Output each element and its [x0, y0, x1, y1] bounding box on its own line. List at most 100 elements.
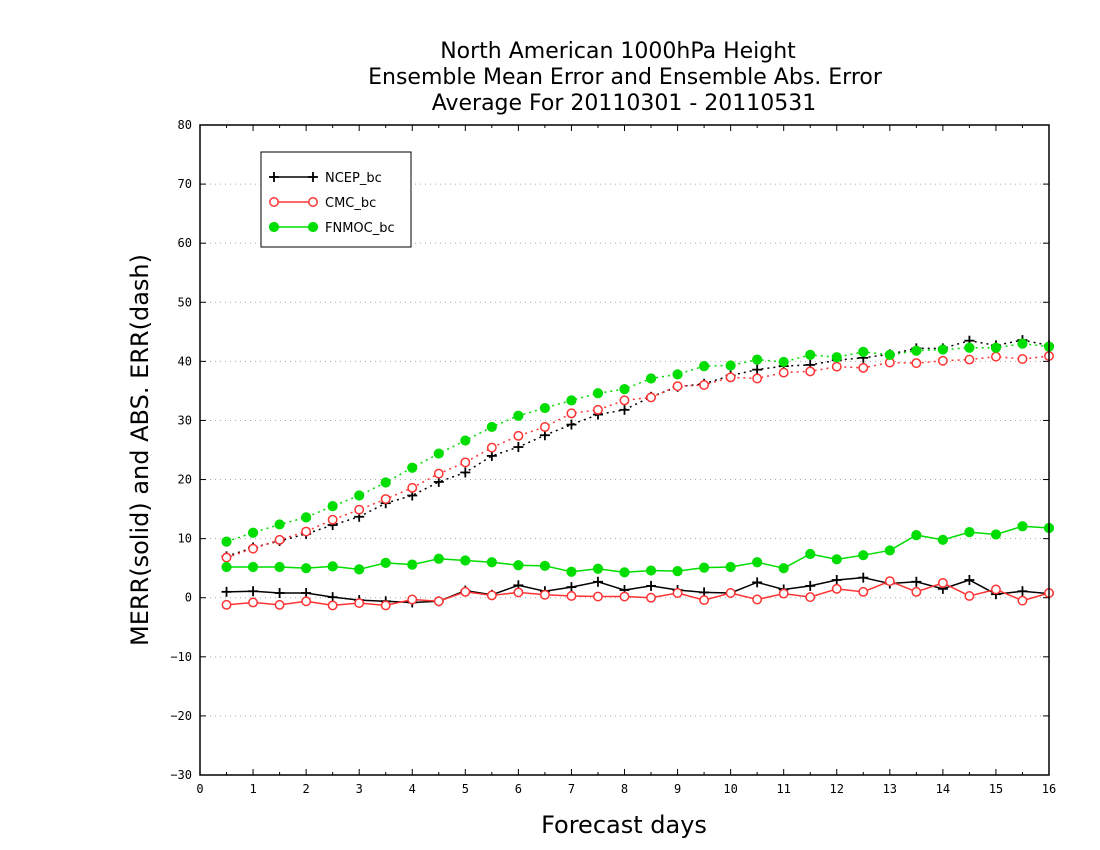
abs-error-point	[407, 482, 418, 493]
mean-error-point	[247, 561, 259, 573]
mean-error-point	[248, 586, 259, 597]
mean-error-point	[778, 563, 789, 574]
mean-error-point	[433, 553, 444, 564]
abs-error-point	[354, 504, 365, 515]
legend-marker	[269, 172, 279, 182]
abs-error-point	[592, 388, 604, 399]
legend-item: CMC_bc	[269, 196, 376, 211]
x-tick-label: 0	[196, 782, 203, 796]
mean-error-point	[407, 594, 418, 605]
y-tick-label: −30	[170, 768, 192, 782]
abs-error-point	[937, 344, 948, 355]
y-tick-label: 30	[178, 413, 192, 427]
abs-error-point	[513, 430, 524, 441]
abs-error-point	[645, 373, 657, 384]
y-tick-label: −10	[170, 650, 192, 664]
x-tick-label: 4	[409, 782, 416, 796]
x-tick-label: 6	[515, 782, 522, 796]
legend-item: FNMOC_bc	[268, 221, 395, 236]
mean-error-point	[566, 591, 577, 601]
mean-error-point	[752, 557, 763, 568]
mean-error-point	[380, 600, 391, 611]
abs-error-point	[247, 527, 259, 538]
abs-error-point	[513, 442, 524, 453]
mean-error-point	[884, 576, 895, 587]
abs-error-point	[911, 358, 922, 369]
legend: NCEP_bc CMC_bc FNMOC_bc	[260, 151, 412, 248]
mean-error-point	[460, 555, 471, 566]
legend-item: NCEP_bc	[269, 171, 382, 186]
title-line-3: Average For 20110301 - 20110531	[432, 91, 817, 116]
legend-label: NCEP_bc	[325, 171, 382, 186]
y-tick-label: 70	[178, 177, 192, 191]
mean-error-point	[646, 580, 657, 591]
mean-error-point	[990, 584, 1001, 595]
abs-error-point	[672, 369, 683, 380]
mean-error-point	[1017, 521, 1028, 532]
abs-error-point	[460, 435, 471, 446]
mean-error-point	[699, 595, 710, 606]
mean-error-point	[831, 575, 842, 585]
abs-error-point	[858, 346, 869, 358]
legend-label: CMC_bc	[325, 196, 376, 211]
abs-error-point	[725, 360, 736, 371]
mean-error-point	[274, 588, 285, 598]
y-tick-label: 0	[185, 591, 192, 605]
abs-error-point	[778, 367, 789, 378]
mean-error-point	[831, 583, 842, 594]
abs-error-point	[884, 349, 895, 360]
abs-error-point	[433, 448, 444, 459]
abs-error-point	[486, 421, 497, 433]
abs-error-point	[221, 552, 232, 563]
mean-error-point	[221, 561, 232, 573]
gridlines	[200, 183, 1049, 717]
legend-marker	[308, 197, 318, 207]
y-tick-label: 10	[178, 532, 192, 546]
mean-error-point	[831, 554, 842, 565]
mean-error-point	[380, 557, 391, 568]
abs-error-point	[486, 442, 497, 453]
abs-error-point	[274, 519, 285, 530]
mean-error-point	[805, 548, 816, 560]
mean-error-point	[990, 529, 1002, 540]
mean-error-point	[327, 561, 338, 572]
mean-error-point	[911, 586, 922, 597]
abs-error-point	[964, 354, 975, 365]
abs-error-point	[539, 402, 551, 414]
abs-error-point	[460, 467, 471, 478]
mean-error-point	[698, 562, 710, 573]
mean-error-point	[327, 600, 338, 611]
mean-error-point	[672, 566, 683, 577]
x-tick-label: 14	[936, 782, 950, 796]
abs-error-point	[248, 543, 259, 554]
abs-error-point	[619, 395, 630, 406]
mean-error-point	[221, 599, 232, 610]
chart-title: North American 1000hPa Height Ensemble M…	[368, 39, 883, 116]
mean-error-point	[301, 596, 312, 607]
abs-error-point	[566, 408, 577, 419]
mean-error-point	[407, 559, 418, 570]
abs-error-point	[858, 362, 869, 373]
mean-error-point	[274, 599, 285, 610]
legend-box	[260, 151, 412, 248]
mean-error-point	[937, 578, 948, 588]
abs-error-line	[226, 355, 1050, 559]
title-line-1: North American 1000hPa Height	[440, 39, 796, 64]
abs-error-point	[433, 468, 444, 479]
abs-error-line	[226, 342, 1050, 543]
mean-error-point	[645, 565, 657, 576]
x-tick-label: 1	[249, 782, 256, 796]
abs-error-point	[805, 366, 816, 377]
mean-error-point	[805, 592, 816, 603]
abs-error-point	[407, 462, 418, 473]
abs-error-point	[380, 494, 391, 504]
mean-error-point	[858, 550, 869, 561]
series-ncep-bc	[221, 335, 1054, 608]
abs-error-line	[226, 339, 1050, 558]
abs-error-point	[221, 536, 232, 547]
abs-error-point	[566, 395, 577, 406]
mean-error-point	[592, 576, 603, 587]
x-tick-label: 11	[776, 782, 790, 796]
mean-error-point	[539, 589, 550, 600]
abs-error-point	[274, 534, 285, 545]
